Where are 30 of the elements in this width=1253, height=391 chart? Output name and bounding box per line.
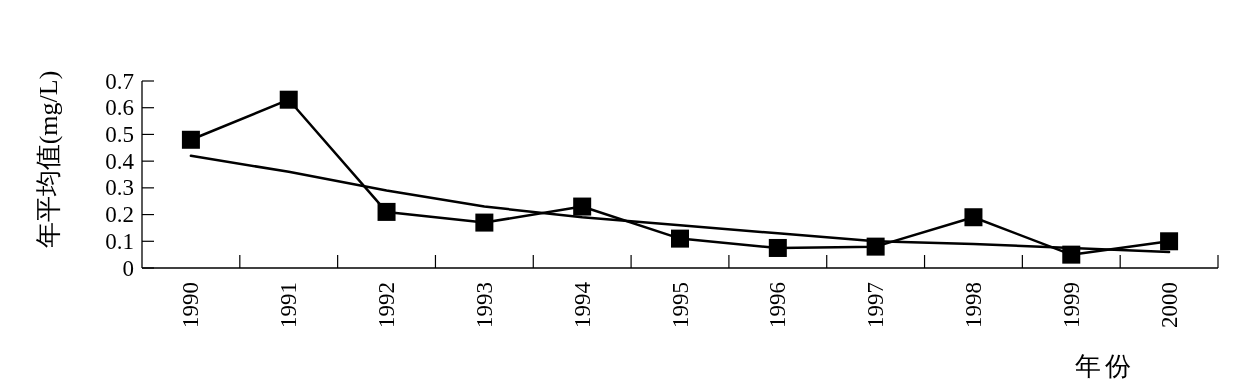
y-tick-label: 0.6	[105, 95, 134, 121]
x-tick-label: 1994	[569, 281, 595, 328]
x-axis-title: 年份	[1075, 352, 1135, 381]
point	[1160, 232, 1179, 251]
y-tick-label: 0.2	[105, 202, 134, 228]
point	[475, 213, 494, 232]
point	[573, 197, 592, 216]
x-tick-label: 1990	[178, 282, 204, 328]
x-tick-label: 1999	[1058, 282, 1084, 328]
x-tick-label: 1998	[960, 282, 986, 328]
point	[279, 90, 298, 109]
y-tick-label: 0.4	[105, 148, 135, 174]
y-tick-label: 0.1	[105, 228, 134, 254]
y-tick-label: 0.7	[105, 68, 134, 94]
x-tick-label: 1997	[863, 282, 889, 328]
point	[181, 130, 200, 149]
x-tick-label: 1995	[667, 282, 693, 328]
x-tick-label: 1992	[374, 282, 400, 328]
x-tick-label: 1996	[765, 282, 791, 328]
x-tick-label: 1993	[471, 282, 497, 328]
point	[377, 202, 396, 221]
point	[964, 208, 983, 227]
point	[671, 229, 689, 248]
y-tick-label: 0	[122, 255, 134, 281]
y-tick-label: 0.5	[105, 121, 134, 147]
x-tick-label: 2000	[1156, 282, 1182, 328]
point	[768, 238, 787, 257]
y-tick-label: 0.3	[105, 175, 134, 201]
y-axis-title: 年平均值(mg/L)	[33, 70, 63, 249]
x-tick-label: 1991	[276, 282, 302, 328]
